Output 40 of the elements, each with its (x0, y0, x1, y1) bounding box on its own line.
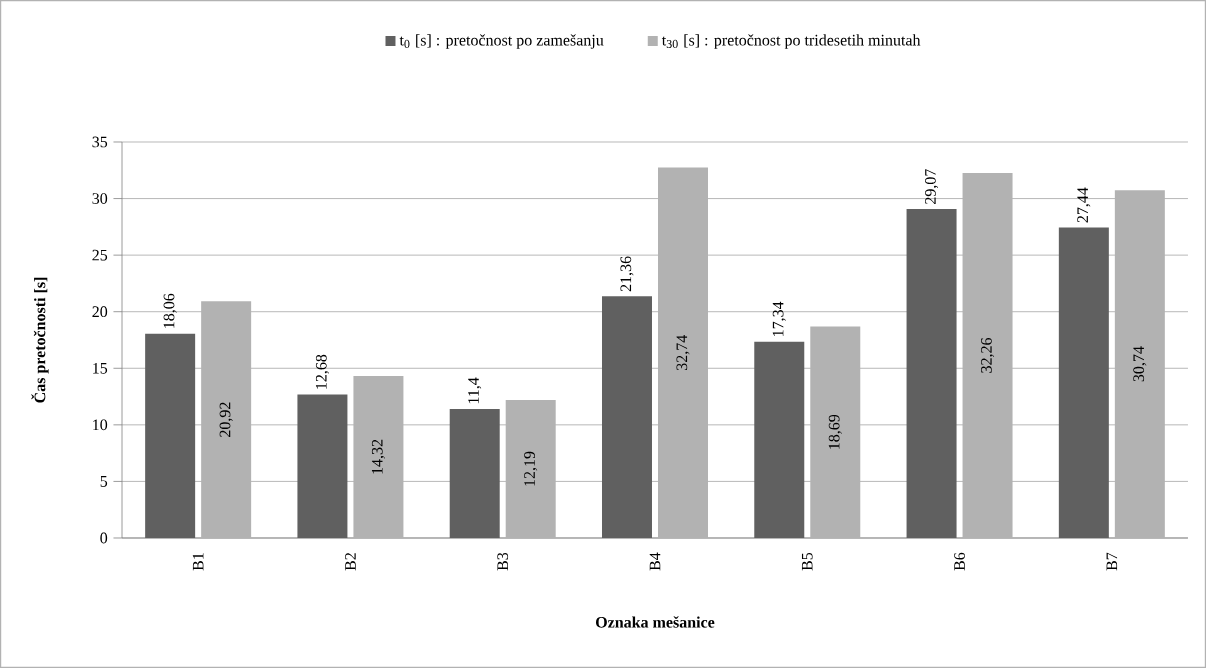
data-label: 29,07 (925, 169, 939, 204)
y-tick-label: 0 (100, 532, 108, 544)
data-label: 32,74 (676, 335, 690, 371)
y-tick-label: 20 (92, 306, 108, 318)
data-label: 12,68 (315, 354, 329, 389)
data-label: 17,34 (772, 301, 786, 336)
data-label: 21,36 (620, 256, 634, 292)
x-tick-label: B7 (1106, 552, 1118, 571)
legend-label: t$_{30}$ [s] : pretočnost po tridesetih minutah (661, 34, 921, 49)
legend-label: t$_{0}$ [s] : pretočnost po zamešanju (399, 34, 604, 49)
bar (449, 409, 500, 538)
y-tick-label: 30 (92, 193, 108, 204)
data-label: 14,32 (371, 439, 385, 474)
y-axis-title: Čas pretočnosti [s] (31, 277, 49, 403)
data-label: 32,26 (981, 337, 995, 373)
bar (754, 341, 805, 538)
y-tick-label: 10 (93, 419, 108, 431)
x-axis-title: Oznaka mešanice (596, 616, 715, 628)
bar (602, 296, 652, 538)
x-tick-label: B5 (801, 552, 813, 571)
y-tick-label: 15 (93, 362, 108, 374)
bar (297, 394, 348, 538)
x-tick-label: B4 (649, 552, 661, 571)
x-tick-label: B6 (954, 552, 965, 571)
data-label: 27,44 (1077, 187, 1091, 223)
data-label: 11,4 (468, 377, 482, 404)
data-label: 18,06 (163, 293, 177, 328)
y-tick-label: 5 (100, 476, 108, 487)
x-tick-label: B1 (192, 553, 204, 571)
bar (145, 333, 196, 538)
x-tick-label: B2 (345, 553, 356, 571)
y-tick-label: 35 (92, 136, 108, 148)
bar (906, 209, 957, 538)
data-label: 30,74 (1133, 346, 1147, 382)
data-label: 18,69 (828, 414, 842, 449)
data-label: 20,92 (219, 402, 233, 437)
y-tick-label: 25 (92, 249, 108, 261)
data-label: 12,19 (524, 451, 538, 486)
x-tick-label: B3 (497, 552, 509, 571)
bar (1058, 227, 1109, 538)
